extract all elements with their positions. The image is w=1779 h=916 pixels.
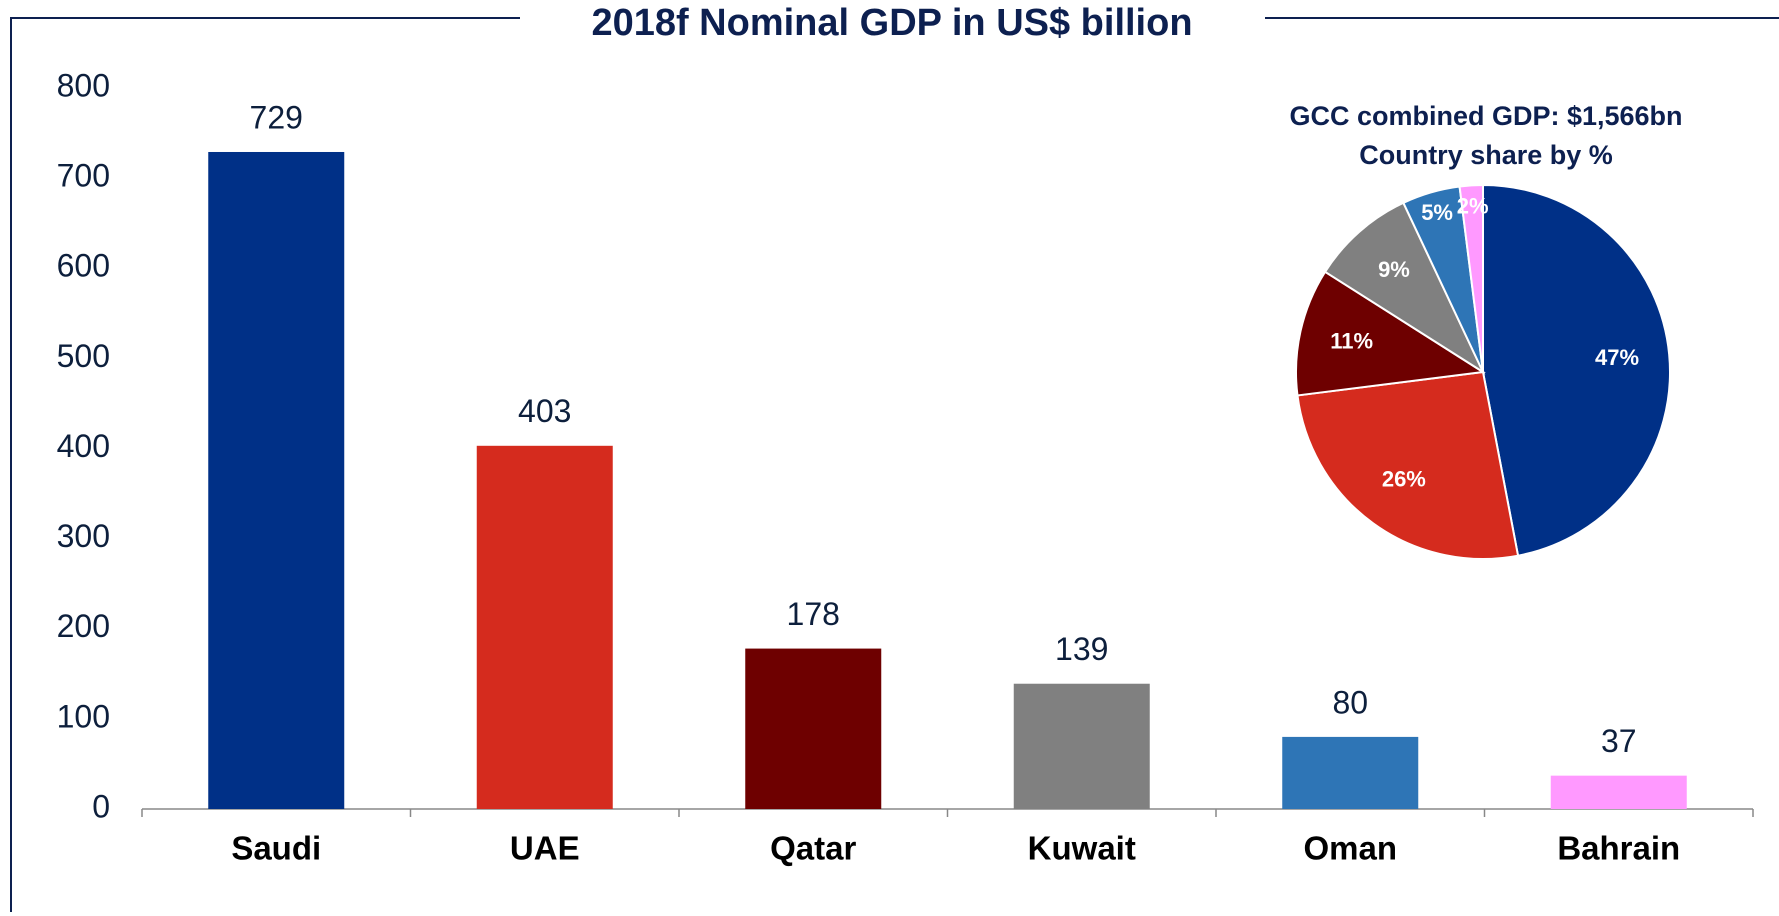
x-tick-label: UAE <box>510 830 580 867</box>
x-tick-label: Oman <box>1303 830 1397 867</box>
x-tick-label: Bahrain <box>1557 830 1680 867</box>
frame <box>10 17 1779 912</box>
y-tick-label: 700 <box>57 158 110 194</box>
value-label: 37 <box>1601 723 1637 759</box>
value-label: 139 <box>1055 631 1108 667</box>
y-tick-label: 800 <box>57 67 110 103</box>
x-tick-label: Qatar <box>770 830 856 867</box>
pie-label: 26% <box>1382 467 1426 492</box>
pie-slice <box>1295 270 1486 397</box>
value-label: 403 <box>518 393 571 429</box>
bar <box>1282 736 1419 809</box>
pie-label: 11% <box>1330 328 1373 353</box>
x-tick-label: Saudi <box>231 830 321 867</box>
y-tick-label: 100 <box>57 698 110 734</box>
bar <box>1013 683 1150 809</box>
pie-slice <box>1458 183 1484 373</box>
bar <box>208 151 345 809</box>
pie-slice <box>1482 183 1671 557</box>
bar <box>745 648 882 809</box>
y-tick-label: 500 <box>57 338 110 374</box>
y-tick-label: 300 <box>57 518 110 554</box>
value-label: 729 <box>250 99 303 135</box>
pie-title: GCC combined GDP: $1,566bn <box>1289 101 1682 131</box>
value-label: 178 <box>787 596 840 632</box>
x-tick-label: Kuwait <box>1028 830 1136 867</box>
bar <box>476 445 613 809</box>
y-tick-label: 200 <box>57 608 110 644</box>
y-tick-label: 600 <box>57 248 110 284</box>
pie-label: 9% <box>1378 257 1410 282</box>
y-tick-label: 0 <box>92 788 110 824</box>
bar <box>1550 775 1687 809</box>
pie-slice <box>1323 201 1486 375</box>
pie-label: 5% <box>1421 200 1453 225</box>
y-tick-label: 400 <box>57 428 110 464</box>
pie-label: 2% <box>1457 194 1489 219</box>
value-label: 80 <box>1332 684 1368 720</box>
chart-title: 2018f Nominal GDP in US$ billion <box>591 2 1192 44</box>
pie-subtitle: Country share by % <box>1359 140 1613 170</box>
pie-label: 47% <box>1595 345 1639 370</box>
pie-slice <box>1296 370 1520 560</box>
